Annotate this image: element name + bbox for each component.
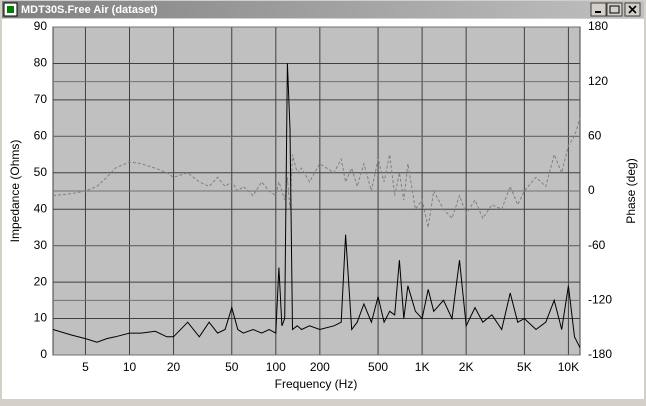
x-tick-label: 10K	[558, 360, 579, 374]
maximize-icon	[609, 5, 620, 14]
y2-tick-label: 0	[588, 183, 595, 197]
x-tick-label: 2K	[459, 360, 474, 374]
minimize-button[interactable]	[590, 2, 607, 17]
y2-tick-label: -180	[588, 347, 612, 361]
series-line	[52, 63, 581, 348]
x-tick-label: 5	[82, 360, 89, 374]
y-tick-label: 90	[34, 19, 48, 33]
window-title: MDT30S.Free Air (dataset)	[21, 4, 158, 16]
y-tick-label: 10	[34, 311, 48, 325]
x-tick-label: 100	[266, 360, 286, 374]
x-axis-label: Frequency (Hz)	[275, 377, 358, 391]
x-tick-label: 10	[123, 360, 137, 374]
x-tick-label: 20	[167, 360, 181, 374]
x-tick-label: 200	[310, 360, 330, 374]
close-icon	[628, 5, 637, 14]
y-tick-label: 80	[34, 56, 48, 70]
y2-tick-label: -120	[588, 293, 612, 307]
title-bar	[2, 1, 644, 18]
y2-tick-label: 180	[588, 19, 608, 33]
y2-axis-label: Phase (deg)	[624, 158, 638, 223]
series-line	[52, 117, 581, 228]
y-tick-label: 60	[34, 129, 48, 143]
y-tick-label: 0	[40, 347, 47, 361]
y-tick-label: 50	[34, 165, 48, 179]
y-axis-label: Impedance (Ohms)	[8, 140, 22, 243]
y2-tick-label: 60	[588, 129, 602, 143]
y-tick-label: 70	[34, 92, 48, 106]
x-tick-label: 1K	[415, 360, 430, 374]
x-tick-label: 5K	[517, 360, 532, 374]
y2-tick-label: -60	[588, 238, 606, 252]
y-tick-label: 30	[34, 238, 48, 252]
y-tick-label: 20	[34, 274, 48, 288]
app-icon-inner	[7, 6, 14, 13]
x-tick-label: 500	[368, 360, 388, 374]
y-tick-label: 40	[34, 201, 48, 215]
y2-tick-label: 120	[588, 74, 608, 88]
window-buttons	[590, 2, 641, 17]
x-tick-label: 50	[225, 360, 239, 374]
maximize-button[interactable]	[606, 2, 623, 17]
